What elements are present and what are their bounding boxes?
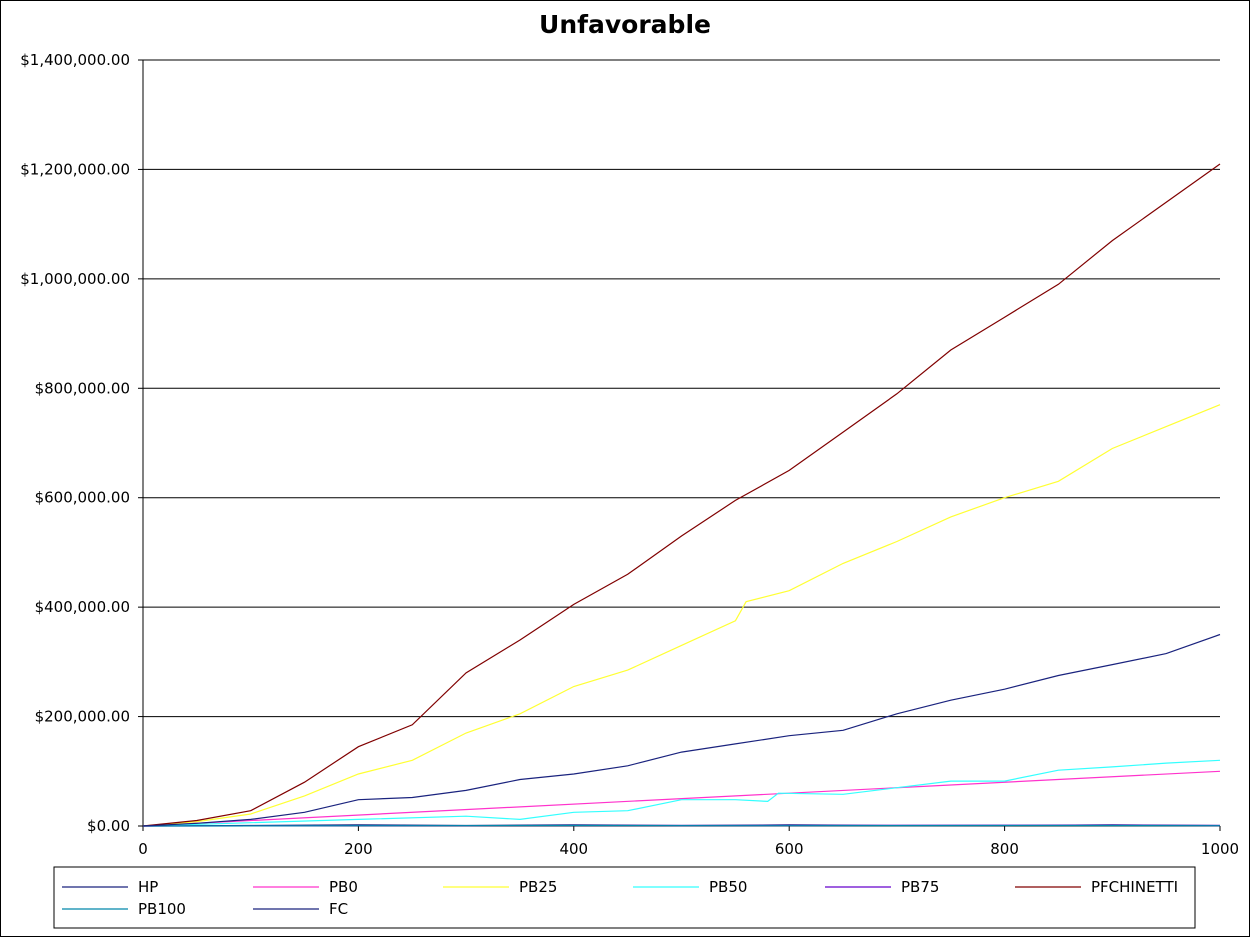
- legend-label-fc: FC: [329, 900, 348, 918]
- legend-label-pfchinetti: PFCHINETTI: [1091, 878, 1178, 896]
- legend-label-pb75: PB75: [901, 878, 939, 896]
- x-tick-label: 600: [775, 840, 804, 858]
- x-tick-label: 200: [344, 840, 373, 858]
- x-tick-label: 400: [559, 840, 588, 858]
- legend-label-pb0: PB0: [329, 878, 358, 896]
- x-tick-label: 800: [990, 840, 1019, 858]
- series-line-fc: [142, 633, 1221, 827]
- axes: [142, 60, 1220, 827]
- y-tick-label: $200,000.00: [35, 708, 130, 726]
- legend-label-pb25: PB25: [519, 878, 557, 896]
- tick-labels: $0.00 $200,000.00 $400,000.00 $600,000.00 $8…: [20, 51, 1239, 858]
- y-tick-label: $1,200,000.00: [20, 160, 130, 178]
- y-tick-label: $400,000.00: [35, 598, 130, 616]
- gridlines: [143, 59, 1220, 718]
- y-tick-label: $1,000,000.00: [20, 270, 130, 288]
- x-tick-label: 1000: [1201, 840, 1239, 858]
- legend: HP PB0 PB25 PB50 PB75 PFCHINETTI PB100 FC: [53, 866, 1196, 929]
- legend-box: [53, 866, 1196, 929]
- y-tick-label: $800,000.00: [35, 379, 130, 397]
- series-line-pb100: [142, 824, 1221, 827]
- series-line-pfchinetti: [142, 163, 1221, 827]
- y-tick-label: $600,000.00: [35, 489, 130, 507]
- legend-label-pb100: PB100: [138, 900, 186, 918]
- legend-label-hp: HP: [138, 878, 158, 896]
- series-line-pb0: [142, 770, 1221, 827]
- series-line-pb25: [142, 404, 1221, 827]
- legend-label-pb50: PB50: [709, 878, 747, 896]
- y-tick-label: $1,400,000.00: [20, 51, 130, 69]
- series-line-pb50: [142, 759, 1221, 827]
- chart-title: Unfavorable: [539, 10, 711, 39]
- series-lines: [142, 163, 1221, 827]
- y-tick-label: $0.00: [87, 817, 130, 835]
- x-tick-label: 0: [138, 840, 148, 858]
